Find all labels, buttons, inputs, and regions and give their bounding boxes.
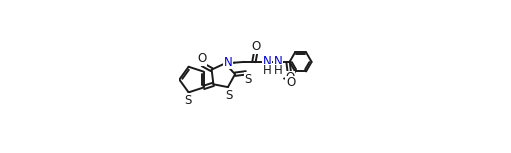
Text: O: O [252, 40, 261, 53]
Text: H: H [263, 64, 271, 77]
Text: S: S [244, 73, 251, 86]
Text: S: S [225, 89, 233, 102]
Text: H: H [274, 64, 283, 77]
Text: S: S [184, 94, 192, 107]
Text: N: N [263, 55, 271, 68]
Text: N: N [274, 55, 283, 68]
Text: O: O [286, 76, 295, 89]
Text: O: O [286, 71, 295, 84]
Text: O: O [197, 52, 206, 65]
Text: N: N [224, 56, 233, 69]
